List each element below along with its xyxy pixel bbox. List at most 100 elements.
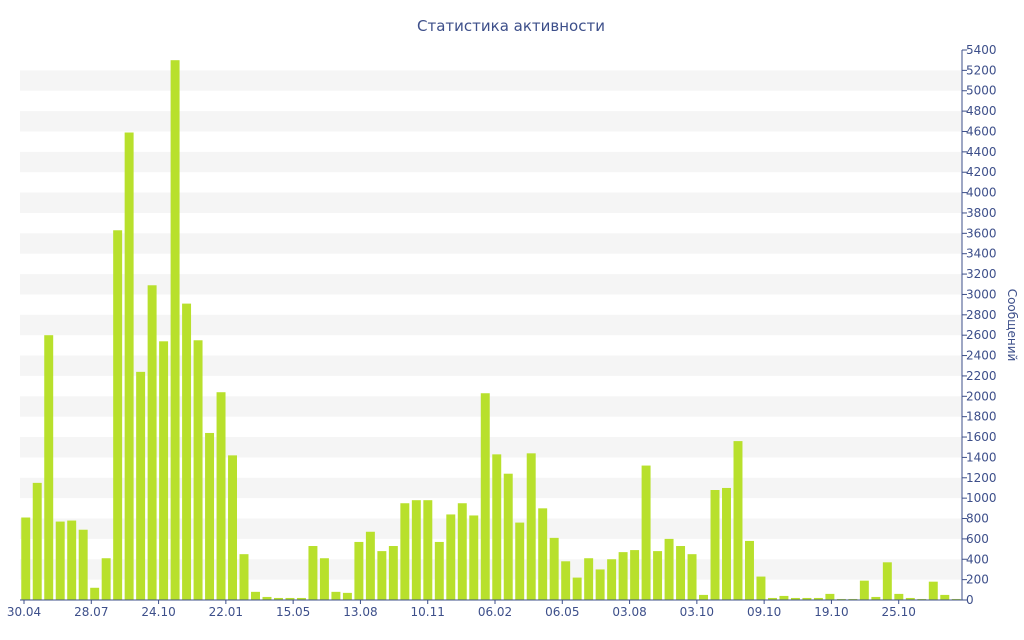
bar[interactable] <box>55 521 65 600</box>
bar[interactable] <box>308 546 318 600</box>
bar[interactable] <box>538 508 548 600</box>
bar[interactable] <box>641 465 651 600</box>
bar[interactable] <box>940 594 950 600</box>
bar[interactable] <box>790 597 800 600</box>
bar[interactable] <box>825 593 835 600</box>
y-tick-label: 1800 <box>966 410 997 424</box>
bar[interactable] <box>90 587 100 600</box>
grid-band <box>20 233 962 254</box>
bar[interactable] <box>779 595 789 600</box>
bar[interactable] <box>205 432 215 600</box>
bar[interactable] <box>905 597 915 600</box>
bar[interactable] <box>274 597 283 600</box>
bar[interactable] <box>687 554 697 600</box>
y-tick-label: 1200 <box>966 471 997 485</box>
bar[interactable] <box>549 537 559 600</box>
bar[interactable] <box>607 559 617 600</box>
bar[interactable] <box>400 503 410 600</box>
bar[interactable] <box>216 392 226 600</box>
bar[interactable] <box>584 558 594 600</box>
bar[interactable] <box>745 540 754 600</box>
y-tick-label: 800 <box>966 512 989 526</box>
bar[interactable] <box>767 597 777 600</box>
bar[interactable] <box>618 552 628 600</box>
bar[interactable] <box>32 482 42 600</box>
bar[interactable] <box>503 473 513 600</box>
bar[interactable] <box>124 132 134 601</box>
bar[interactable] <box>480 393 490 600</box>
grid-band <box>20 274 962 295</box>
y-tick-label: 400 <box>966 552 989 566</box>
bar[interactable] <box>446 514 456 600</box>
bar[interactable] <box>342 592 352 600</box>
bar[interactable] <box>182 303 192 600</box>
y-tick-label: 3000 <box>966 287 997 301</box>
bar[interactable] <box>469 515 479 600</box>
bar[interactable] <box>457 503 467 600</box>
bar[interactable] <box>251 591 260 600</box>
x-tick-label: 13.08 <box>343 605 377 619</box>
bar[interactable] <box>595 569 605 600</box>
x-tick-label: 03.10 <box>680 605 714 619</box>
bar[interactable] <box>572 577 582 600</box>
bar[interactable] <box>296 597 306 600</box>
bar[interactable] <box>813 597 823 600</box>
bar[interactable] <box>630 550 640 600</box>
y-tick-label: 3200 <box>966 267 997 281</box>
y-tick-label: 4600 <box>966 124 997 138</box>
bar[interactable] <box>101 558 111 600</box>
bar[interactable] <box>147 285 157 600</box>
bar[interactable] <box>699 594 708 600</box>
y-tick-label: 4200 <box>966 165 997 179</box>
bar[interactable] <box>285 597 295 600</box>
x-tick-label: 03.08 <box>612 605 646 619</box>
bar[interactable] <box>848 598 858 600</box>
y-tick-label: 4800 <box>966 104 997 118</box>
bar[interactable] <box>434 541 444 600</box>
bar[interactable] <box>836 598 846 600</box>
bar[interactable] <box>228 455 237 600</box>
bar[interactable] <box>354 541 364 600</box>
bar[interactable] <box>78 529 88 600</box>
bar[interactable] <box>113 230 123 600</box>
bar[interactable] <box>21 517 31 601</box>
y-tick-label: 2000 <box>966 389 997 403</box>
bar[interactable] <box>377 551 387 600</box>
bar[interactable] <box>319 558 329 600</box>
bar[interactable] <box>928 581 938 600</box>
bar[interactable] <box>515 522 525 600</box>
bar[interactable] <box>951 598 961 600</box>
bar[interactable] <box>136 371 146 600</box>
bar[interactable] <box>710 490 720 600</box>
bar[interactable] <box>67 520 77 600</box>
bar[interactable] <box>170 60 180 600</box>
bar[interactable] <box>882 562 892 600</box>
bar[interactable] <box>411 500 421 600</box>
bar[interactable] <box>492 454 502 600</box>
bar[interactable] <box>159 341 169 600</box>
bar[interactable] <box>561 561 571 600</box>
bar[interactable] <box>664 538 674 600</box>
bar[interactable] <box>423 500 433 600</box>
bar[interactable] <box>859 580 869 600</box>
bar[interactable] <box>365 531 375 600</box>
bar[interactable] <box>653 551 663 600</box>
bar[interactable] <box>722 487 731 600</box>
bar[interactable] <box>894 593 904 600</box>
bar[interactable] <box>676 546 686 600</box>
bar[interactable] <box>262 596 272 600</box>
x-tick-label: 25.10 <box>882 605 916 619</box>
bar[interactable] <box>756 576 766 600</box>
bar[interactable] <box>44 335 54 600</box>
y-tick-label: 3800 <box>966 206 997 220</box>
bar[interactable] <box>239 554 249 600</box>
bar[interactable] <box>917 598 927 600</box>
bar[interactable] <box>526 453 536 600</box>
bar[interactable] <box>193 340 203 600</box>
bar[interactable] <box>871 596 881 600</box>
bar[interactable] <box>733 441 743 600</box>
bar[interactable] <box>802 597 812 600</box>
bar[interactable] <box>331 591 341 600</box>
bar[interactable] <box>388 546 398 600</box>
grid-band <box>20 396 962 417</box>
